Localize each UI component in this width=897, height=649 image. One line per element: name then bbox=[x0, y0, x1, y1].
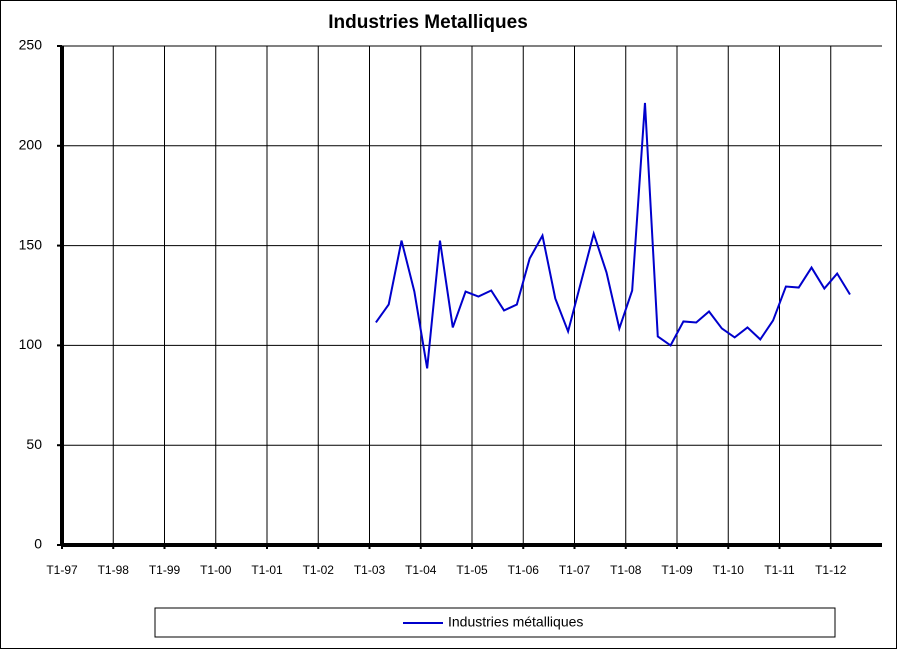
x-tick-label: T1-05 bbox=[456, 563, 488, 577]
x-tick-label: T1-01 bbox=[251, 563, 283, 577]
x-tick-label: T1-97 bbox=[46, 563, 78, 577]
legend bbox=[154, 607, 836, 638]
line-series bbox=[375, 102, 851, 369]
x-tick-label: T1-04 bbox=[405, 563, 437, 577]
x-tick-label: T1-98 bbox=[98, 563, 130, 577]
y-tick-label: 200 bbox=[19, 137, 43, 153]
y-tick-label: 150 bbox=[19, 236, 43, 252]
chart-title: Industries Metalliques bbox=[328, 12, 528, 33]
x-tick-label: T1-03 bbox=[354, 563, 386, 577]
y-tick-label: 250 bbox=[19, 37, 43, 53]
x-tick-label: T1-00 bbox=[200, 563, 232, 577]
y-tick-label: 0 bbox=[34, 536, 42, 552]
x-tick-label: T1-06 bbox=[508, 563, 540, 577]
legend-label: Industries métalliques bbox=[448, 614, 583, 630]
x-tick-label: T1-99 bbox=[149, 563, 181, 577]
x-tick-label: T1-11 bbox=[764, 563, 795, 577]
x-tick-label: T1-02 bbox=[303, 563, 335, 577]
x-tick-label: T1-08 bbox=[610, 563, 642, 577]
x-tick-label: T1-09 bbox=[661, 563, 693, 577]
x-tick-label: T1-10 bbox=[713, 563, 745, 577]
x-tick-label: T1-12 bbox=[815, 563, 847, 577]
y-tick-label: 50 bbox=[26, 436, 42, 452]
x-tick-label: T1-07 bbox=[559, 563, 591, 577]
y-tick-label: 100 bbox=[19, 336, 43, 352]
